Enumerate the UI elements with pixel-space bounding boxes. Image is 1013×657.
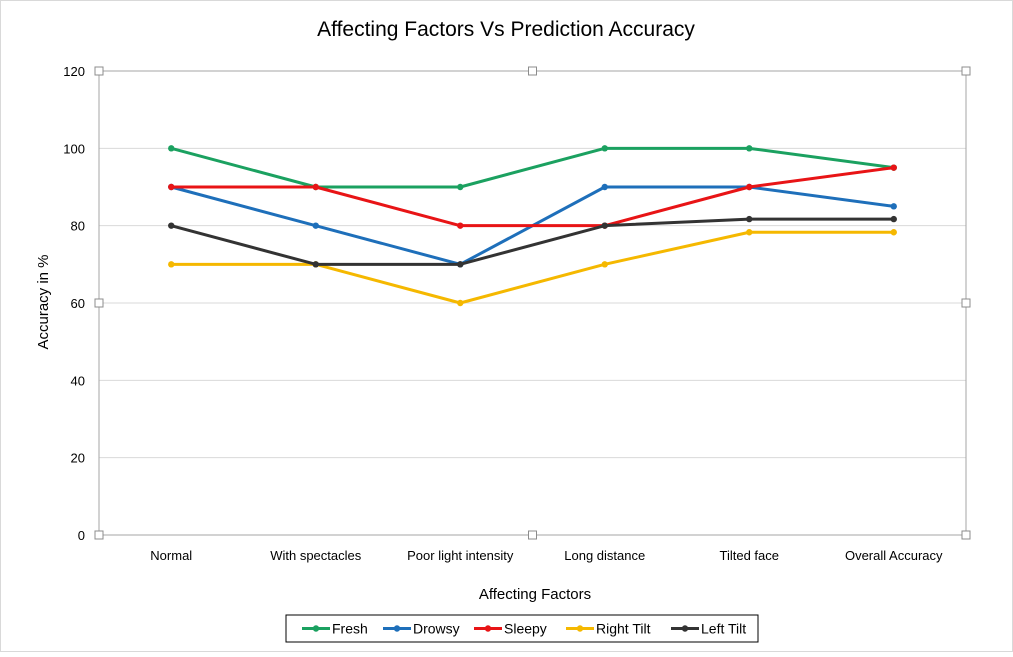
data-point <box>168 261 175 268</box>
legend-item: Right Tilt <box>566 621 651 637</box>
resize-handle[interactable] <box>961 530 971 540</box>
data-point <box>457 183 464 191</box>
legend-label: Right Tilt <box>596 621 651 637</box>
legend-marker <box>312 625 320 632</box>
y-tick-label: 60 <box>71 296 85 311</box>
legend-label: Sleepy <box>504 621 547 637</box>
legend-item: Left Tilt <box>671 621 746 637</box>
x-tick-label: Normal <box>150 548 192 563</box>
series-line-left-tilt <box>169 217 896 266</box>
legend-marker <box>576 625 584 632</box>
y-tick-label: 40 <box>71 373 85 388</box>
data-point <box>890 203 897 210</box>
data-point <box>890 215 897 223</box>
legend-marker <box>681 625 689 632</box>
legend-item: Drowsy <box>383 621 460 637</box>
x-axis-title: Affecting Factors <box>479 586 591 603</box>
resize-handle[interactable] <box>961 298 971 308</box>
y-tick-label: 120 <box>63 64 85 79</box>
resize-handle[interactable] <box>528 66 537 76</box>
data-point <box>601 183 608 191</box>
series-line-right-tilt <box>169 230 896 305</box>
resize-handle[interactable] <box>94 66 104 76</box>
x-tick-label: Tilted face <box>720 548 780 563</box>
data-point <box>746 145 753 152</box>
y-tick-label: 80 <box>71 219 85 234</box>
legend-marker <box>484 625 492 632</box>
data-point <box>890 164 897 171</box>
series-line-sleepy <box>169 166 896 228</box>
data-point <box>601 145 608 152</box>
x-tick-label: With spectacles <box>270 548 362 563</box>
data-point <box>312 222 319 229</box>
x-tick-label: Overall Accuracy <box>845 548 943 563</box>
legend-marker <box>393 625 401 632</box>
y-tick-label: 100 <box>63 141 85 156</box>
series-line-fresh <box>169 146 896 189</box>
x-tick-label: Poor light intensity <box>407 548 514 563</box>
chart-title: Affecting Factors Vs Prediction Accuracy <box>317 18 695 41</box>
resize-handle[interactable] <box>94 530 104 540</box>
legend-item: Fresh <box>302 621 368 637</box>
legend-box <box>285 614 759 643</box>
data-point <box>601 222 608 229</box>
legend-label: Left Tilt <box>701 621 746 637</box>
data-point <box>168 222 175 229</box>
data-point <box>312 183 319 191</box>
data-point <box>312 261 319 268</box>
data-point <box>457 299 464 307</box>
resize-handle[interactable] <box>961 66 971 76</box>
data-point <box>746 229 753 236</box>
x-tick-label: Long distance <box>564 548 645 563</box>
y-tick-label: 0 <box>78 528 85 543</box>
legend-label: Drowsy <box>413 621 460 637</box>
data-point <box>601 261 608 268</box>
legend-item: Sleepy <box>474 621 547 637</box>
resize-handle[interactable] <box>94 298 104 308</box>
data-point <box>168 145 175 152</box>
data-point <box>457 261 464 268</box>
data-point <box>168 183 175 191</box>
data-point <box>890 229 897 236</box>
data-point <box>457 222 464 229</box>
y-axis-title: Accuracy in % <box>35 254 52 349</box>
data-point <box>746 215 753 223</box>
resize-handle[interactable] <box>528 530 537 540</box>
data-point <box>746 183 753 191</box>
y-tick-label: 20 <box>71 451 85 466</box>
legend-label: Fresh <box>332 621 368 637</box>
